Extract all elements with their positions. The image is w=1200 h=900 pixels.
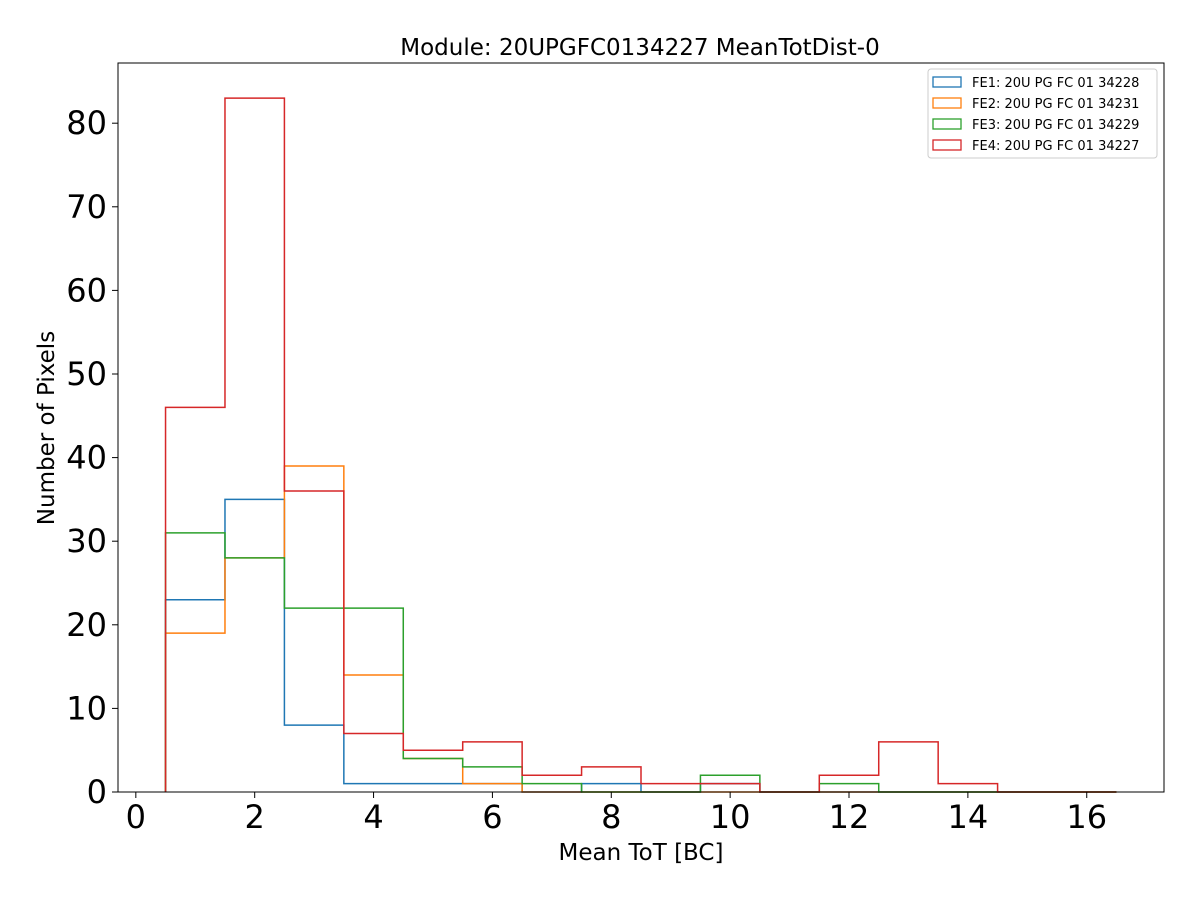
legend: FE1: 20U PG FC 01 34228 FE2: 20U PG FC 01… bbox=[927, 68, 1158, 159]
x-tick-label: 0 bbox=[126, 798, 146, 836]
y-tick-label: 40 bbox=[66, 439, 107, 477]
legend-swatch bbox=[932, 139, 962, 151]
y-tick-label: 60 bbox=[66, 271, 107, 309]
y-tick-label: 10 bbox=[66, 689, 107, 727]
x-tick-label: 4 bbox=[363, 798, 383, 836]
legend-label: FE4: 20U PG FC 01 34227 bbox=[972, 139, 1139, 154]
series-3-step-line bbox=[164, 532, 1117, 793]
y-axis-label: Number of Pixels bbox=[34, 331, 60, 525]
plot-area: 0 2 4 6 8 10 12 14 16 0 10 20 30 40 50 60 70 80 bbox=[66, 62, 1165, 836]
legend-swatch bbox=[932, 118, 962, 130]
x-tick-label: 8 bbox=[601, 798, 621, 836]
x-tick-label: 12 bbox=[829, 798, 870, 836]
x-axis-ticks: 0 2 4 6 8 10 12 14 16 bbox=[126, 792, 1107, 836]
y-tick-label: 80 bbox=[66, 104, 107, 142]
y-tick-label: 30 bbox=[66, 522, 107, 560]
x-tick-label: 10 bbox=[710, 798, 751, 836]
legend-swatch bbox=[932, 97, 962, 109]
x-tick-label: 16 bbox=[1066, 798, 1107, 836]
legend-label: FE3: 20U PG FC 01 34229 bbox=[972, 118, 1139, 133]
legend-label: FE2: 20U PG FC 01 34231 bbox=[972, 97, 1139, 112]
x-tick-label: 6 bbox=[482, 798, 502, 836]
series-4-step-line bbox=[164, 97, 1117, 793]
x-axis-label: Mean ToT [BC] bbox=[559, 840, 724, 866]
x-tick-label: 14 bbox=[948, 798, 989, 836]
y-tick-label: 50 bbox=[66, 355, 107, 393]
y-tick-label: 70 bbox=[66, 188, 107, 226]
legend-label: FE1: 20U PG FC 01 34228 bbox=[972, 76, 1139, 91]
plot-frame bbox=[117, 62, 1165, 793]
legend-box bbox=[927, 68, 1158, 159]
legend-swatch bbox=[932, 76, 962, 88]
chart-title: Module: 20UPGFC0134227 MeanTotDist-0 bbox=[400, 35, 879, 61]
x-tick-label: 2 bbox=[245, 798, 265, 836]
y-tick-label: 20 bbox=[66, 606, 107, 644]
y-axis-ticks: 0 10 20 30 40 50 60 70 80 bbox=[66, 104, 118, 811]
y-tick-label: 0 bbox=[87, 773, 107, 811]
